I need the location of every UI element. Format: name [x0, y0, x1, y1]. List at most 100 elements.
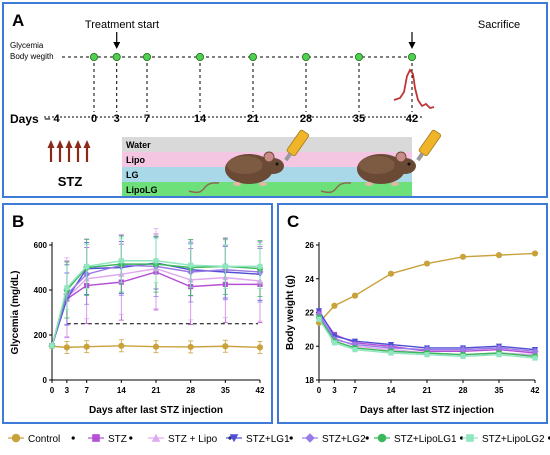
- measurement-point: [407, 53, 416, 62]
- glycemia-label: Glycemia: [10, 41, 44, 50]
- series-line: [51, 345, 261, 349]
- panel-letter-c: C: [287, 212, 299, 231]
- svg-text:Water: Water: [126, 140, 151, 150]
- treatment-arrow: [113, 32, 121, 49]
- y-axis-label: Body weight (g): [285, 275, 296, 350]
- x-tick-label: 3: [332, 386, 337, 395]
- series-line: [51, 260, 260, 346]
- series-line: [51, 271, 260, 347]
- data-point: [424, 352, 430, 358]
- data-point: [387, 344, 395, 352]
- legend-marker: [305, 433, 315, 443]
- data-point: [387, 270, 395, 277]
- series-line: [318, 317, 536, 358]
- sacrifice-label: Sacrifice: [478, 19, 520, 31]
- data-point: [118, 342, 125, 349]
- legend-marker: [11, 433, 21, 443]
- data-point: [495, 344, 503, 352]
- series-control: [315, 250, 539, 326]
- data-point: [153, 258, 159, 264]
- day-tick-label: 35: [353, 113, 365, 125]
- x-tick-label: 35: [221, 386, 230, 395]
- panel-letter-b: B: [12, 212, 24, 231]
- data-point: [331, 302, 338, 309]
- legend-label: STZ+LG1: [246, 434, 290, 445]
- y-tick-label: 20: [305, 342, 314, 351]
- y-tick-label: 600: [34, 241, 48, 250]
- legend-label: STZ+LG2: [322, 434, 366, 445]
- body-weight-label: Body wegith: [10, 52, 54, 61]
- series-line: [318, 252, 536, 324]
- svg-text:LG: LG: [126, 170, 139, 180]
- stz-injection-arrow: [83, 140, 91, 162]
- y-tick-label: 24: [305, 275, 314, 284]
- day-tick-label: 0: [91, 113, 97, 125]
- data-point: [315, 310, 323, 318]
- stz-injection-arrow: [65, 140, 73, 162]
- x-tick-label: 21: [423, 386, 432, 395]
- panel-b: B 0 200 400 600 0 3 7 14 21 28 35 42 Days after last …: [2, 203, 273, 424]
- measurement-point: [195, 53, 204, 62]
- legend-marker: [229, 434, 239, 443]
- stz-injection-arrow: [47, 140, 55, 162]
- days-label: Days: [10, 112, 39, 126]
- measurement-point: [248, 53, 257, 62]
- glycemia-chart: B 0 200 400 600 0 3 7 14 21 28 35 42 Days after last …: [10, 212, 265, 416]
- legend-label: STZ + Lipo: [168, 434, 218, 445]
- data-point: [351, 292, 359, 299]
- data-point: [352, 347, 358, 353]
- x-tick-label: 7: [84, 386, 89, 395]
- legend-label: STZ+LipoLG1: [394, 434, 457, 445]
- series-line: [51, 264, 261, 346]
- panel-c: C 18 20 22 24 26 0 3 7 14 21 28 35 42 Days after last …: [277, 203, 548, 424]
- x-tick-label: 21: [152, 386, 161, 395]
- glycemia-trace-icon: [393, 68, 435, 109]
- y-tick-label: 18: [305, 376, 314, 385]
- data-point: [495, 252, 503, 259]
- data-point: [83, 343, 90, 350]
- data-point: [531, 250, 539, 257]
- legend-item-stz-lipolg2: STZ+LipoLG2: [462, 434, 550, 445]
- measurement-point: [90, 53, 99, 62]
- measurement-point: [354, 53, 363, 62]
- data-point: [256, 344, 264, 351]
- legend-item-stz-lg2: STZ+LG2: [302, 433, 369, 445]
- data-point: [496, 352, 502, 358]
- data-point: [532, 355, 538, 361]
- legend-label: STZ: [108, 434, 127, 445]
- series-line: [318, 318, 536, 359]
- data-point: [64, 285, 70, 291]
- data-point: [152, 343, 160, 350]
- legend-marker: [92, 434, 100, 442]
- day-tick-label: 14: [194, 113, 207, 125]
- y-tick-label: 400: [34, 286, 48, 295]
- sacrifice-arrow: [408, 32, 416, 49]
- stz-injection-arrow: [74, 140, 82, 162]
- x-tick-label: 42: [531, 386, 540, 395]
- data-point: [188, 262, 194, 268]
- legend-marker: [151, 433, 161, 442]
- x-tick-label: 28: [186, 386, 195, 395]
- y-tick-label: 22: [305, 309, 314, 318]
- series-stz-lipolg2: [316, 316, 538, 361]
- x-axis-label: Days after last STZ injection: [360, 405, 494, 416]
- series-control: [48, 339, 264, 354]
- data-point: [351, 340, 359, 349]
- data-point: [331, 340, 338, 346]
- series-stz-lipolg2: [49, 238, 263, 349]
- measurement-point: [301, 53, 310, 62]
- data-point: [118, 258, 124, 264]
- x-tick-label: 0: [317, 386, 322, 395]
- timeline-diagram: A Treatment start Sacrifice Glycemia Body we…: [10, 11, 520, 197]
- series-line: [318, 310, 536, 351]
- data-point: [531, 347, 539, 355]
- data-point: [388, 350, 394, 356]
- measurement-point: [112, 53, 121, 62]
- y-axis-label: Glycemia (mg/dL): [10, 271, 21, 355]
- data-point: [222, 343, 229, 350]
- legend-item-stz-lg1: STZ+LG1: [226, 434, 293, 445]
- panel-letter-a: A: [12, 11, 24, 30]
- treatment-start-label: Treatment start: [85, 19, 159, 31]
- legend-item-stz: STZ: [88, 434, 133, 445]
- y-tick-label: 26: [305, 241, 314, 250]
